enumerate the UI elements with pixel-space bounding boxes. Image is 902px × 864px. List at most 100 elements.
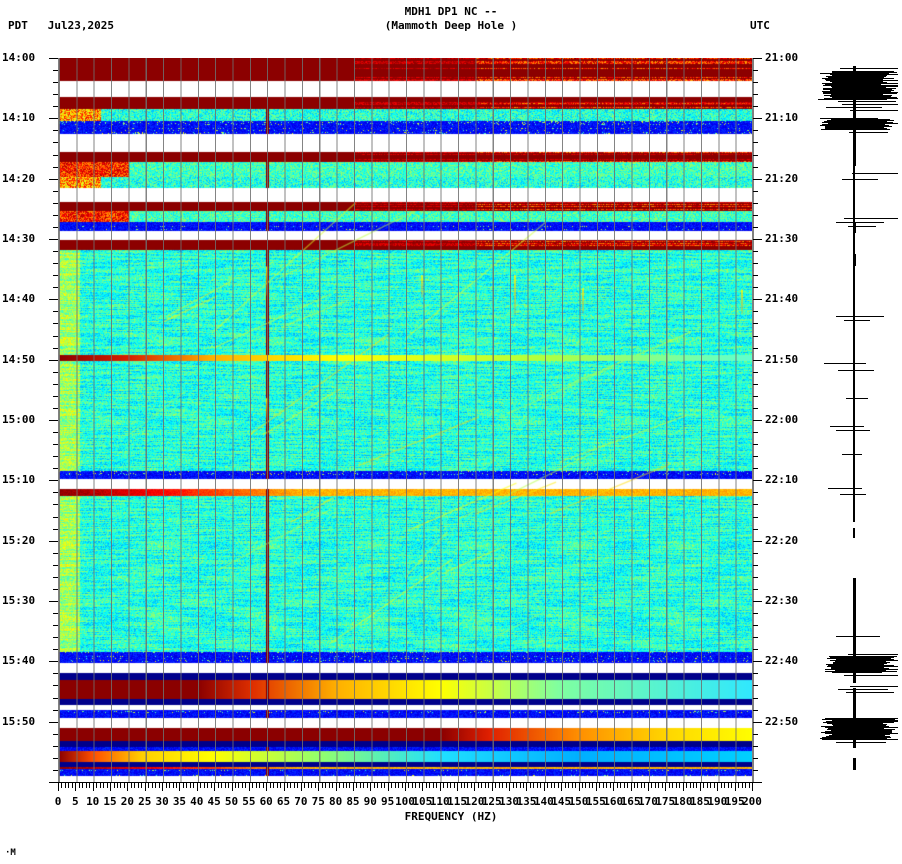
frequency-minor-tick [186, 783, 187, 788]
frequency-minor-tick [273, 783, 274, 788]
frequency-minor-tick [332, 783, 333, 788]
frequency-major-tick [93, 783, 94, 791]
frequency-tick-label: 35 [173, 795, 186, 808]
frequency-minor-tick [148, 783, 149, 788]
trace-baseline [853, 758, 856, 770]
frequency-minor-tick [637, 783, 638, 788]
trace-baseline [853, 528, 855, 538]
frequency-minor-tick [513, 783, 514, 788]
right-minor-tick [753, 492, 758, 493]
frequency-minor-tick [381, 783, 382, 788]
frequency-minor-tick [415, 783, 416, 788]
left-time-label: 15:00 [2, 413, 35, 426]
right-minor-tick [753, 336, 758, 337]
left-minor-tick [53, 336, 58, 337]
trace-sample [838, 101, 896, 102]
frequency-minor-tick [391, 783, 392, 788]
frequency-minor-tick [280, 783, 281, 788]
frequency-major-tick [509, 783, 510, 791]
frequency-minor-tick [190, 783, 191, 788]
frequency-minor-tick [686, 783, 687, 788]
right-time-label: 22:40 [765, 654, 798, 667]
frequency-minor-tick [166, 783, 167, 788]
left-time-label: 14:00 [2, 51, 35, 64]
right-major-tick [753, 722, 762, 723]
frequency-minor-tick [516, 783, 517, 788]
frequency-major-tick [232, 783, 233, 791]
frequency-major-tick [284, 783, 285, 791]
frequency-minor-tick [173, 783, 174, 788]
frequency-major-tick [526, 783, 527, 791]
spectrogram-canvas [59, 58, 753, 782]
frequency-minor-tick [488, 783, 489, 788]
left-major-tick [49, 661, 58, 662]
frequency-tick-label: 65 [277, 795, 290, 808]
frequency-minor-tick [412, 783, 413, 788]
right-time-label: 22:20 [765, 534, 798, 547]
frequency-minor-tick [454, 783, 455, 788]
left-minor-tick [53, 553, 58, 554]
frequency-minor-tick [450, 783, 451, 788]
frequency-tick-label: 20 [121, 795, 134, 808]
frequency-minor-tick [259, 783, 260, 788]
left-minor-tick [53, 456, 58, 457]
frequency-minor-tick [211, 783, 212, 788]
frequency-tick-label: 45 [208, 795, 221, 808]
frequency-major-tick [179, 783, 180, 791]
left-minor-tick [53, 311, 58, 312]
frequency-major-tick [579, 783, 580, 791]
frequency-minor-tick [714, 783, 715, 788]
right-major-tick [753, 179, 762, 180]
frequency-tick-label: 25 [138, 795, 151, 808]
right-minor-tick [753, 710, 758, 711]
left-major-tick [49, 118, 58, 119]
frequency-minor-tick [374, 783, 375, 788]
right-major-tick [753, 118, 762, 119]
right-major-tick [753, 299, 762, 300]
trace-sample [822, 739, 882, 740]
trace-sample [836, 742, 886, 743]
frequency-minor-tick [343, 783, 344, 788]
frequency-minor-tick [679, 783, 680, 788]
frequency-minor-tick [238, 783, 239, 788]
frequency-minor-tick [447, 783, 448, 788]
right-major-tick [753, 541, 762, 542]
left-minor-tick [53, 504, 58, 505]
trace-sample [850, 686, 898, 687]
frequency-minor-tick [651, 783, 652, 788]
left-minor-tick [53, 82, 58, 83]
frequency-minor-tick [728, 783, 729, 788]
frequency-minor-tick [155, 783, 156, 788]
frequency-tick-label: 60 [260, 795, 273, 808]
frequency-minor-tick [96, 783, 97, 788]
frequency-tick-label: 0 [55, 795, 62, 808]
frequency-minor-tick [585, 783, 586, 788]
frequency-tick-label: 5 [72, 795, 79, 808]
trace-sample [826, 107, 882, 108]
frequency-minor-tick [124, 783, 125, 788]
frequency-major-tick [405, 783, 406, 791]
right-minor-tick [753, 408, 758, 409]
left-minor-tick [53, 408, 58, 409]
frequency-minor-tick [384, 783, 385, 788]
frequency-major-tick [492, 783, 493, 791]
frequency-minor-tick [360, 783, 361, 788]
spectrogram-plot[interactable] [58, 58, 754, 782]
right-minor-tick [753, 613, 758, 614]
left-minor-tick [53, 263, 58, 264]
frequency-minor-tick [433, 783, 434, 788]
frequency-minor-tick [65, 783, 66, 788]
trace-sample [842, 104, 898, 105]
left-minor-tick [53, 468, 58, 469]
left-minor-tick [53, 589, 58, 590]
right-time-label: 21:10 [765, 111, 798, 124]
right-minor-tick [753, 589, 758, 590]
left-minor-tick [53, 746, 58, 747]
left-minor-tick [53, 613, 58, 614]
frequency-tick-label: 40 [190, 795, 203, 808]
frequency-major-tick [197, 783, 198, 791]
trace-baseline [853, 162, 855, 522]
trace-sample [848, 226, 876, 227]
frequency-minor-tick [606, 783, 607, 788]
frequency-minor-tick [690, 783, 691, 788]
